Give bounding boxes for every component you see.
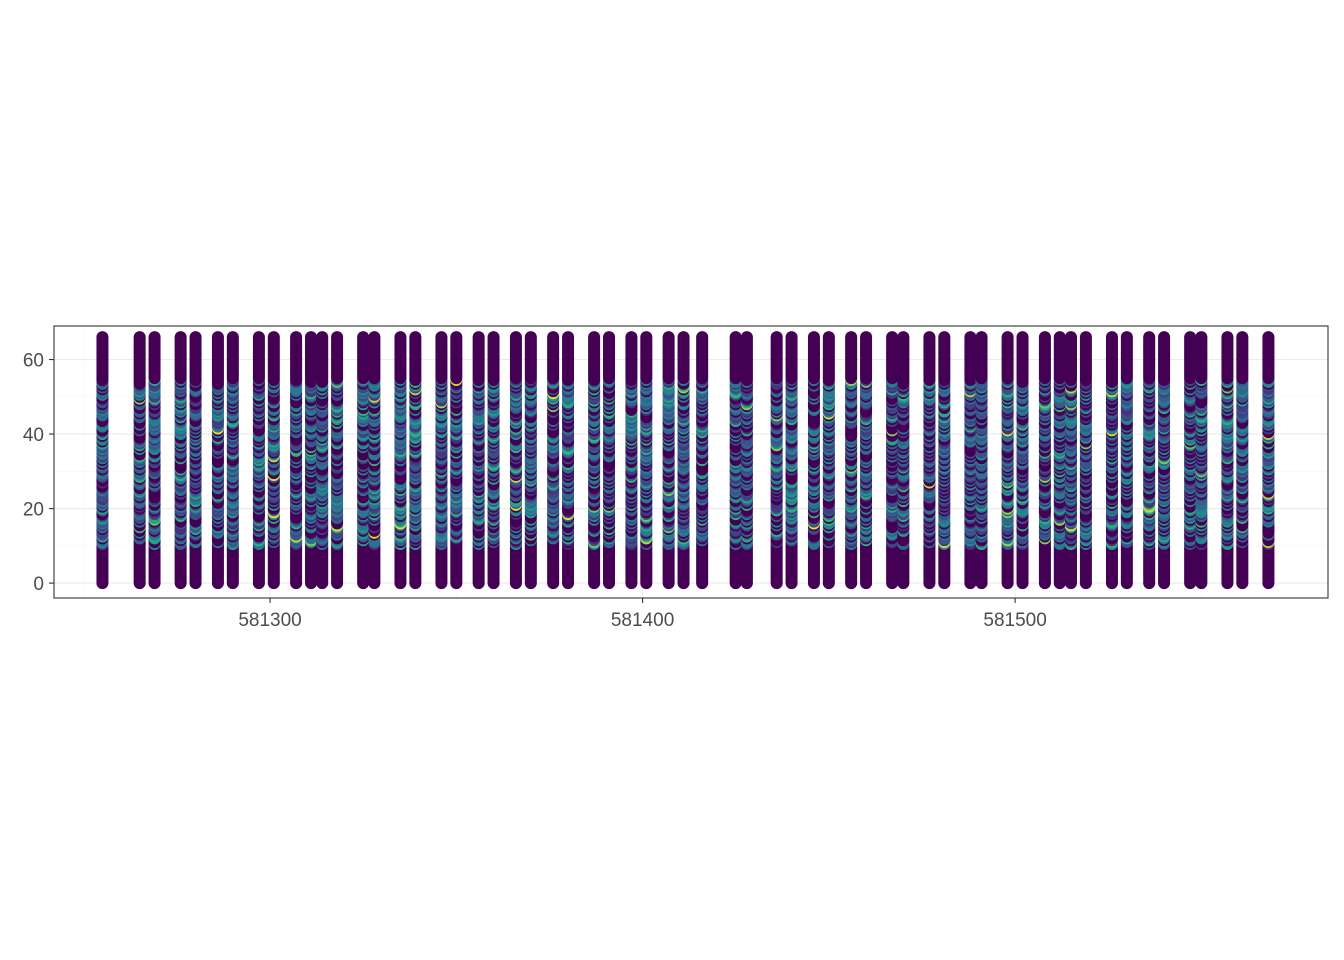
data-point bbox=[253, 331, 265, 343]
data-point bbox=[149, 331, 161, 343]
data-point bbox=[741, 331, 753, 343]
data-point bbox=[268, 331, 280, 343]
data-point bbox=[808, 331, 820, 343]
data-point bbox=[331, 331, 343, 343]
data-point bbox=[603, 331, 615, 343]
data-point bbox=[786, 331, 798, 343]
data-point bbox=[450, 331, 462, 343]
data-point bbox=[588, 331, 600, 343]
data-point bbox=[190, 331, 202, 343]
data-point bbox=[357, 331, 369, 343]
data-point bbox=[696, 331, 708, 343]
data-point bbox=[488, 331, 500, 343]
data-point bbox=[290, 331, 302, 343]
data-point bbox=[663, 331, 675, 343]
data-point bbox=[562, 331, 574, 343]
data-point bbox=[473, 331, 485, 343]
data-point bbox=[435, 331, 447, 343]
data-point bbox=[212, 331, 224, 343]
data-point bbox=[394, 331, 406, 343]
data-point bbox=[368, 331, 380, 343]
data-point bbox=[305, 331, 317, 343]
data-point bbox=[625, 331, 637, 343]
data-point bbox=[316, 331, 328, 343]
data-point bbox=[547, 331, 559, 343]
data-point bbox=[175, 331, 187, 343]
data-point bbox=[640, 331, 652, 343]
data-point bbox=[96, 331, 108, 343]
data-point bbox=[525, 331, 537, 343]
data-point bbox=[227, 331, 239, 343]
data-point bbox=[510, 331, 522, 343]
data-point bbox=[409, 331, 421, 343]
data-point bbox=[678, 331, 690, 343]
data-point bbox=[730, 331, 742, 343]
data-point bbox=[134, 331, 146, 343]
data-point bbox=[771, 331, 783, 343]
